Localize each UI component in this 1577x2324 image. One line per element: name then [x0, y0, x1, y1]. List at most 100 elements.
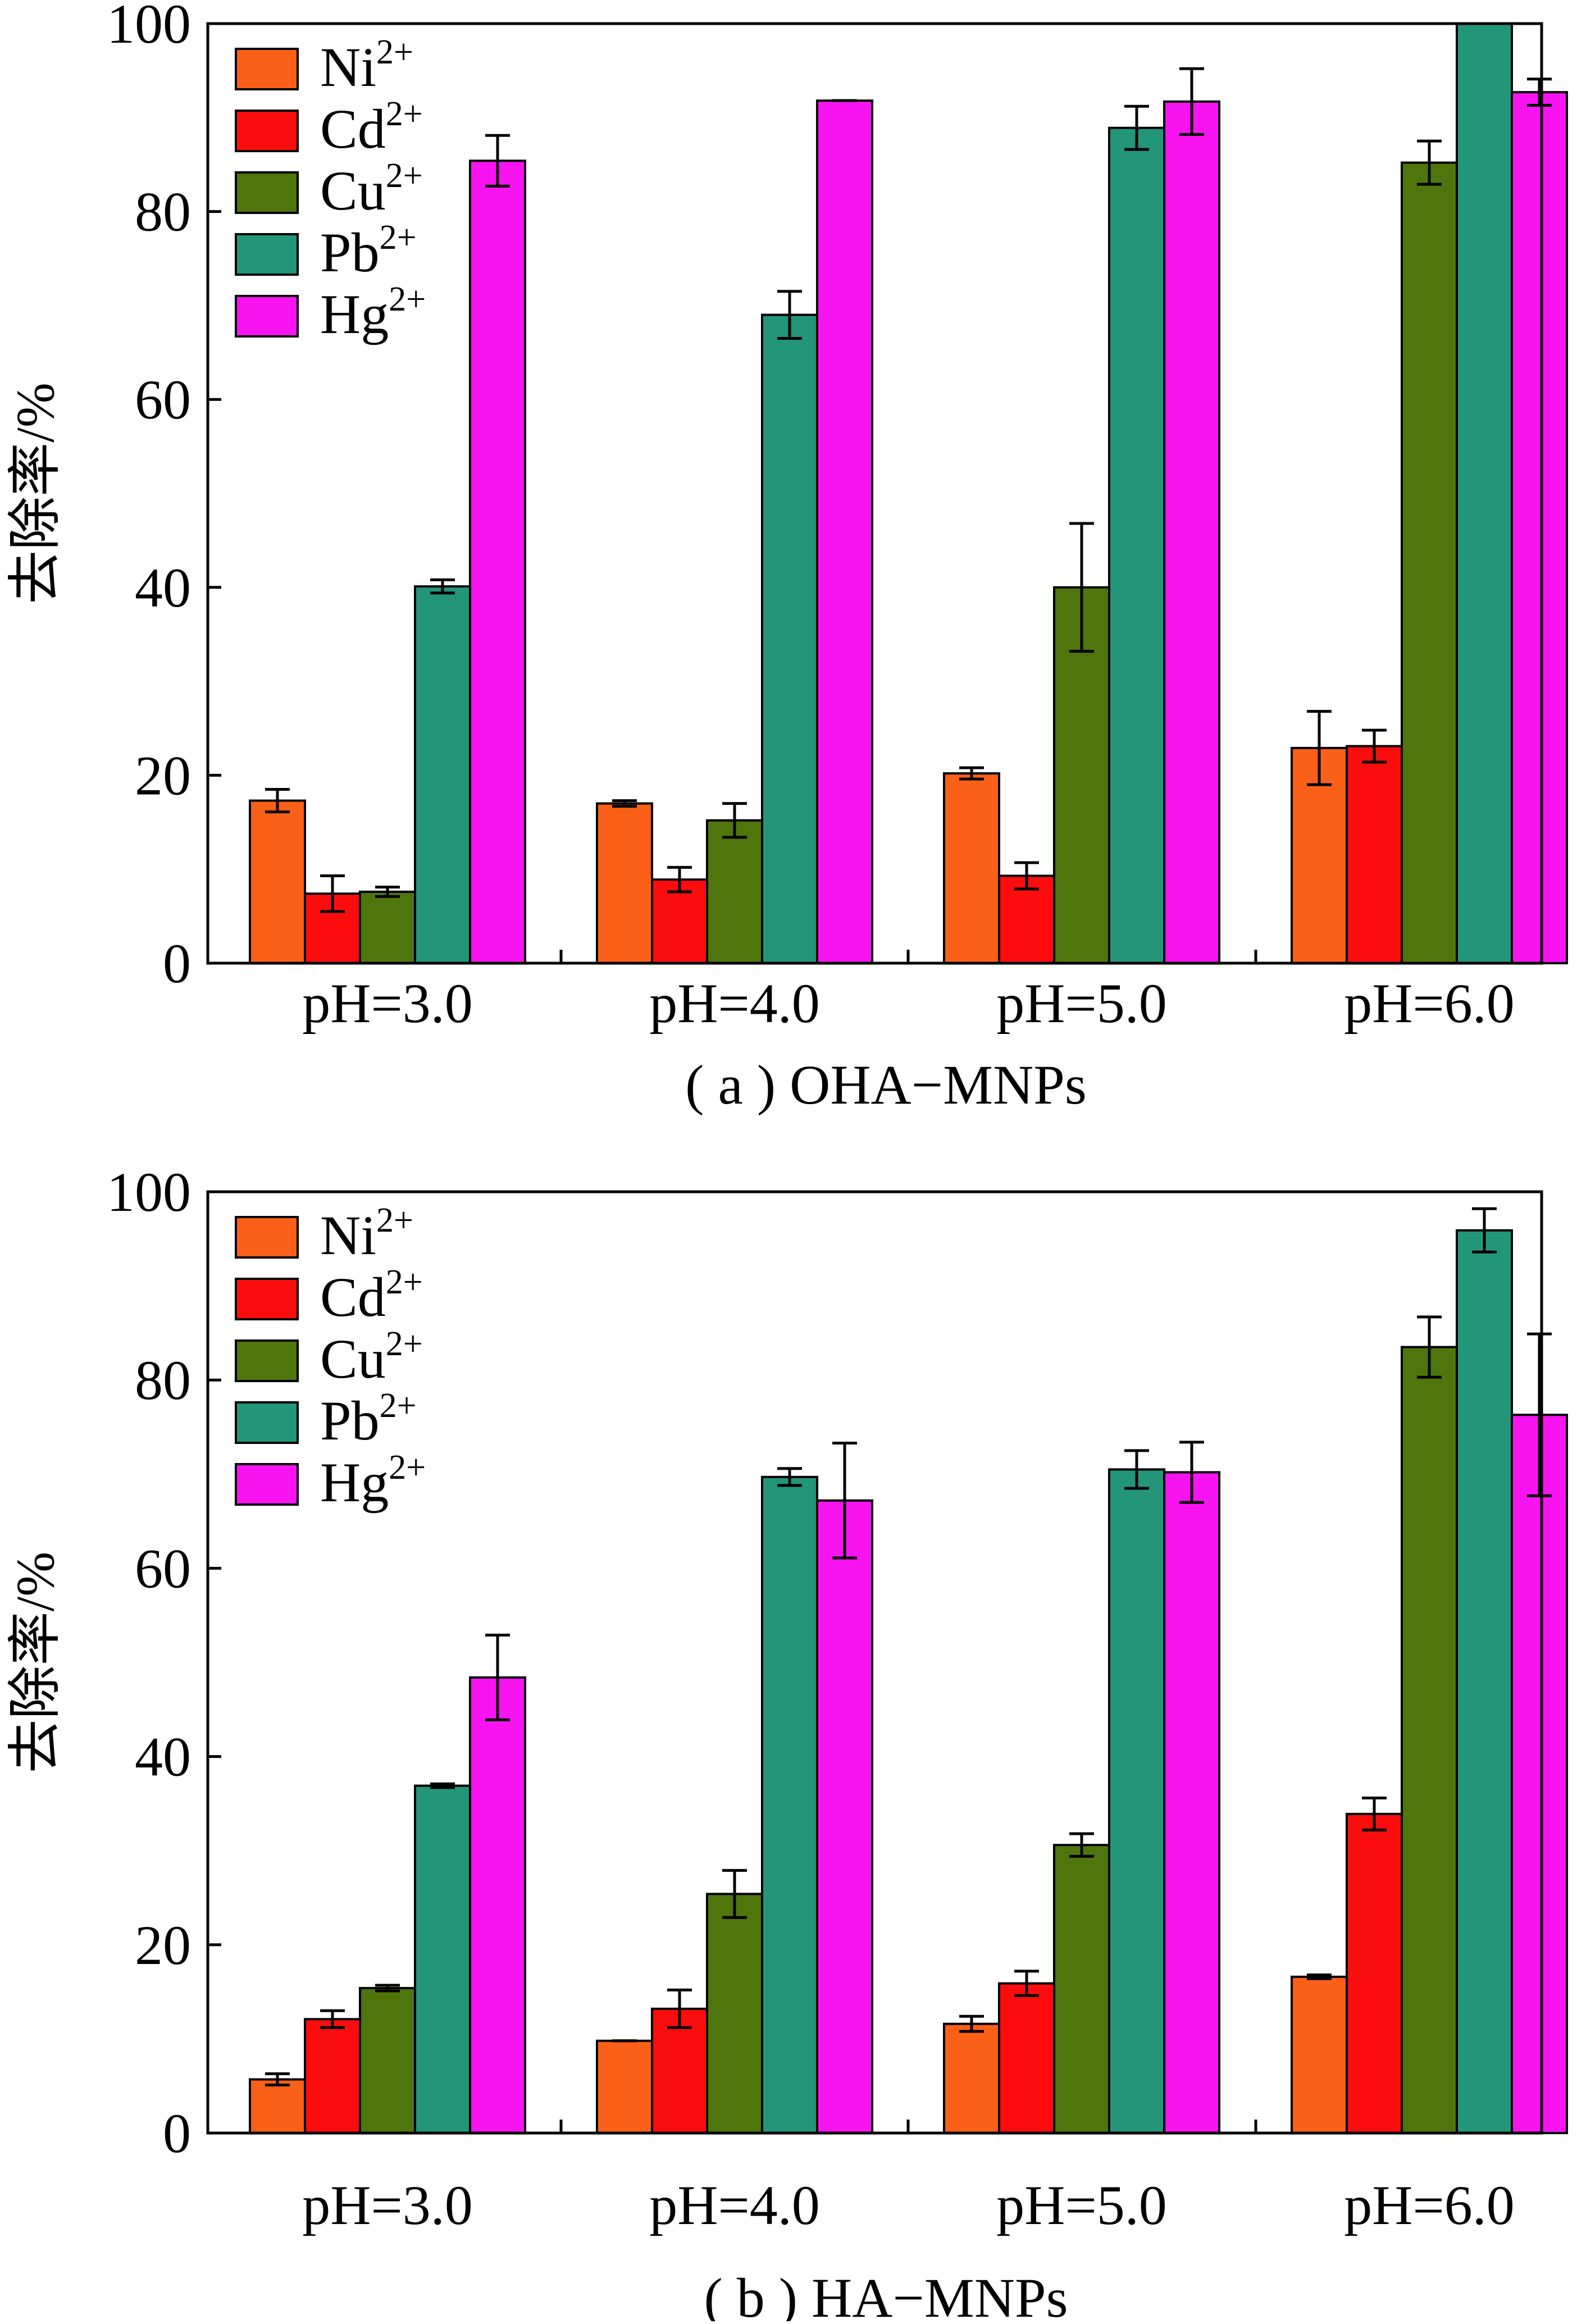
- error-bar-cd-5.0: [1014, 861, 1039, 891]
- bar-ni-3.0: [249, 2078, 306, 2135]
- bar-hg-3.0: [469, 1676, 526, 2134]
- x-tick-label: pH=6.0: [1344, 972, 1515, 1035]
- bar-pb-4.0: [761, 1475, 818, 2134]
- bar-ni-5.0: [943, 772, 1000, 964]
- y-tick-label: 40: [135, 557, 191, 619]
- legend-label-cd: Cd2+: [320, 1263, 423, 1328]
- plot-frame: [206, 22, 1543, 965]
- legend-label-pb: Pb2+: [320, 1387, 417, 1452]
- error-bar-pb-3.0: [430, 578, 455, 595]
- error-bar-ni-5.0: [959, 2015, 984, 2033]
- error-bar-cd-3.0: [320, 874, 345, 913]
- bar-cu-5.0: [1053, 1844, 1110, 2135]
- bar-cu-6.0: [1401, 161, 1458, 964]
- bar-cd-4.0: [651, 878, 708, 965]
- bar-pb-3.0: [414, 1784, 471, 2134]
- bar-ni-4.0: [596, 2039, 653, 2134]
- legend-swatch-cu: [235, 171, 299, 214]
- x-tick-label: pH=3.0: [302, 972, 473, 1035]
- bar-cu-4.0: [706, 819, 763, 964]
- y-tick-label: 60: [135, 1537, 191, 1600]
- bar-cu-3.0: [359, 1986, 416, 2134]
- error-bar-pb-5.0: [1124, 104, 1149, 151]
- legend-swatch-hg: [235, 1463, 299, 1506]
- legend-swatch-hg: [235, 295, 299, 338]
- y-tick-label: 20: [135, 1914, 191, 1976]
- bar-ni-3.0: [249, 799, 306, 965]
- bar-hg-6.0: [1511, 91, 1568, 964]
- error-bar-cu-6.0: [1417, 1315, 1442, 1379]
- error-bar-hg-3.0: [485, 134, 510, 188]
- error-bar-pb-4.0: [777, 1467, 802, 1487]
- y-axis-label: 去除率/%: [5, 382, 65, 604]
- bar-pb-6.0: [1456, 1229, 1513, 2135]
- chart-caption: ( a ) OHA−MNPs: [685, 1054, 1087, 1116]
- error-bar-cu-3.0: [375, 1984, 400, 1993]
- bar-pb-5.0: [1108, 1468, 1165, 2134]
- y-axis-label: 去除率/%: [5, 1552, 65, 1774]
- error-bar-cu-4.0: [722, 1869, 747, 1919]
- bar-pb-6.0: [1456, 22, 1513, 964]
- legend-label-cd: Cd2+: [320, 95, 423, 160]
- bar-cu-6.0: [1401, 1346, 1458, 2134]
- legend-swatch-pb: [235, 233, 299, 276]
- x-tick-label: pH=6.0: [1344, 2174, 1515, 2236]
- y-tick-label: 0: [163, 2102, 191, 2164]
- bar-pb-3.0: [414, 585, 471, 964]
- error-bar-cd-6.0: [1362, 1796, 1387, 1831]
- legend-label-ni: Ni2+: [320, 1201, 413, 1266]
- legend-label-cu: Cu2+: [320, 157, 423, 222]
- x-tick-label: pH=4.0: [649, 2174, 820, 2236]
- legend-swatch-cd: [235, 110, 299, 152]
- bar-hg-4.0: [816, 1499, 873, 2134]
- error-bar-cd-6.0: [1362, 728, 1387, 764]
- plot-frame: [206, 1190, 1543, 2135]
- legend-label-pb: Pb2+: [320, 218, 417, 284]
- legend: Ni2+Cd2+Cu2+Pb2+Hg2+: [235, 1201, 426, 1514]
- y-tick-label: 40: [135, 1726, 191, 1788]
- bar-hg-5.0: [1163, 100, 1220, 964]
- bar-hg-4.0: [816, 99, 873, 964]
- chart-panel-a: 0 20 40 60 80 100 pH=3.0 pH=4.0 pH=5.0 pH=6.0 去除率/…: [5, 0, 1568, 1116]
- chart-panel-b: 0 20 40 60 80 100 pH=3.0 pH=4.0 pH=5.0 pH=6.0 去除率/…: [5, 1161, 1568, 2324]
- error-bar-cd-5.0: [1014, 1970, 1039, 1997]
- legend: Ni2+Cd2+Cu2+Pb2+Hg2+: [235, 33, 426, 345]
- bar-hg-3.0: [469, 160, 526, 964]
- y-tick-label: 100: [107, 0, 191, 55]
- bar-cu-4.0: [706, 1893, 763, 2134]
- bar-cd-6.0: [1346, 745, 1403, 964]
- legend-label-hg: Hg2+: [320, 1448, 426, 1514]
- error-bar-cu-5.0: [1069, 522, 1094, 653]
- error-bar-cu-4.0: [722, 802, 747, 839]
- y-tick-label: 60: [135, 368, 191, 431]
- error-bar-hg-6.0: [1527, 78, 1552, 107]
- y-tick-label: 80: [135, 181, 191, 243]
- y-tick-label: 100: [107, 1161, 191, 1223]
- error-bar-cd-4.0: [667, 865, 692, 894]
- legend-label-hg: Hg2+: [320, 280, 426, 345]
- error-bar-ni-5.0: [959, 766, 984, 781]
- bar-ni-6.0: [1291, 1975, 1348, 2134]
- error-bar-hg-5.0: [1179, 67, 1204, 136]
- error-bar-cu-5.0: [1069, 1832, 1094, 1858]
- legend-label-cu: Cu2+: [320, 1325, 423, 1390]
- error-bar-ni-4.0: [612, 799, 637, 808]
- chart-caption: ( b ) HA−MNPs: [704, 2267, 1068, 2321]
- legend-swatch-ni: [235, 1216, 299, 1259]
- bar-pb-5.0: [1108, 126, 1165, 964]
- bar-hg-5.0: [1163, 1471, 1220, 2134]
- y-tick-label: 0: [163, 932, 191, 995]
- x-tick-label: pH=5.0: [996, 2174, 1167, 2236]
- bar-pb-4.0: [761, 313, 818, 964]
- legend-swatch-cu: [235, 1339, 299, 1382]
- bar-ni-4.0: [596, 802, 653, 964]
- bar-cd-3.0: [304, 2018, 361, 2135]
- legend-label-ni: Ni2+: [320, 33, 413, 98]
- error-bar-pb-4.0: [777, 290, 802, 340]
- error-bar-ni-3.0: [265, 787, 290, 814]
- bar-cd-5.0: [998, 1982, 1055, 2135]
- error-bar-pb-3.0: [430, 1782, 455, 1789]
- error-bar-cd-4.0: [667, 1988, 692, 2029]
- error-bar-cd-3.0: [320, 2009, 345, 2029]
